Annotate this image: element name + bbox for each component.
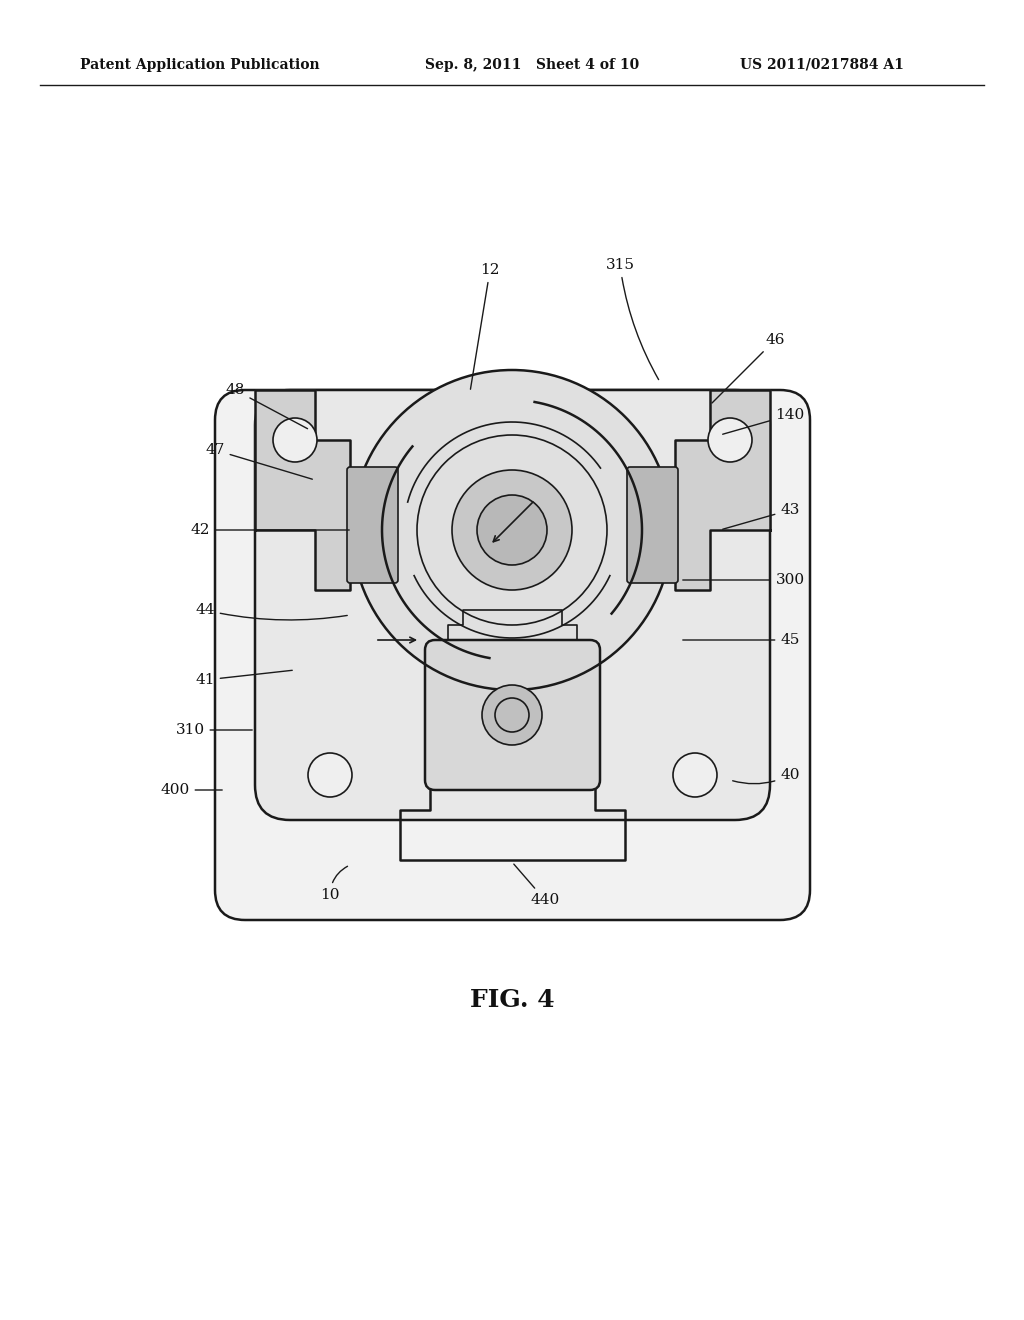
Text: 42: 42	[190, 523, 349, 537]
Text: 140: 140	[723, 408, 805, 434]
Text: 48: 48	[225, 383, 307, 429]
Text: Sep. 8, 2011   Sheet 4 of 10: Sep. 8, 2011 Sheet 4 of 10	[425, 58, 639, 73]
Circle shape	[308, 752, 352, 797]
Text: 47: 47	[206, 444, 312, 479]
Text: 400: 400	[161, 783, 222, 797]
Polygon shape	[255, 389, 350, 590]
Circle shape	[477, 495, 547, 565]
Circle shape	[352, 370, 672, 690]
Text: 40: 40	[732, 768, 800, 784]
Text: 10: 10	[321, 866, 347, 902]
Text: FIG. 4: FIG. 4	[470, 987, 554, 1012]
Circle shape	[708, 418, 752, 462]
Text: 12: 12	[470, 263, 500, 389]
Polygon shape	[675, 389, 770, 590]
FancyBboxPatch shape	[347, 467, 398, 583]
Text: 440: 440	[514, 865, 560, 907]
Text: 46: 46	[712, 333, 784, 403]
Text: 41: 41	[196, 671, 292, 686]
Text: 315: 315	[605, 257, 658, 380]
Text: 44: 44	[196, 603, 347, 620]
FancyBboxPatch shape	[215, 389, 810, 920]
FancyBboxPatch shape	[255, 389, 770, 820]
FancyBboxPatch shape	[425, 640, 600, 789]
FancyBboxPatch shape	[627, 467, 678, 583]
Text: 43: 43	[723, 503, 800, 529]
Circle shape	[482, 685, 542, 744]
Text: 45: 45	[683, 634, 800, 647]
Text: 310: 310	[175, 723, 252, 737]
Circle shape	[673, 752, 717, 797]
Text: US 2011/0217884 A1: US 2011/0217884 A1	[740, 58, 904, 73]
Circle shape	[273, 418, 317, 462]
Text: Patent Application Publication: Patent Application Publication	[80, 58, 319, 73]
Circle shape	[452, 470, 572, 590]
Text: 300: 300	[683, 573, 805, 587]
